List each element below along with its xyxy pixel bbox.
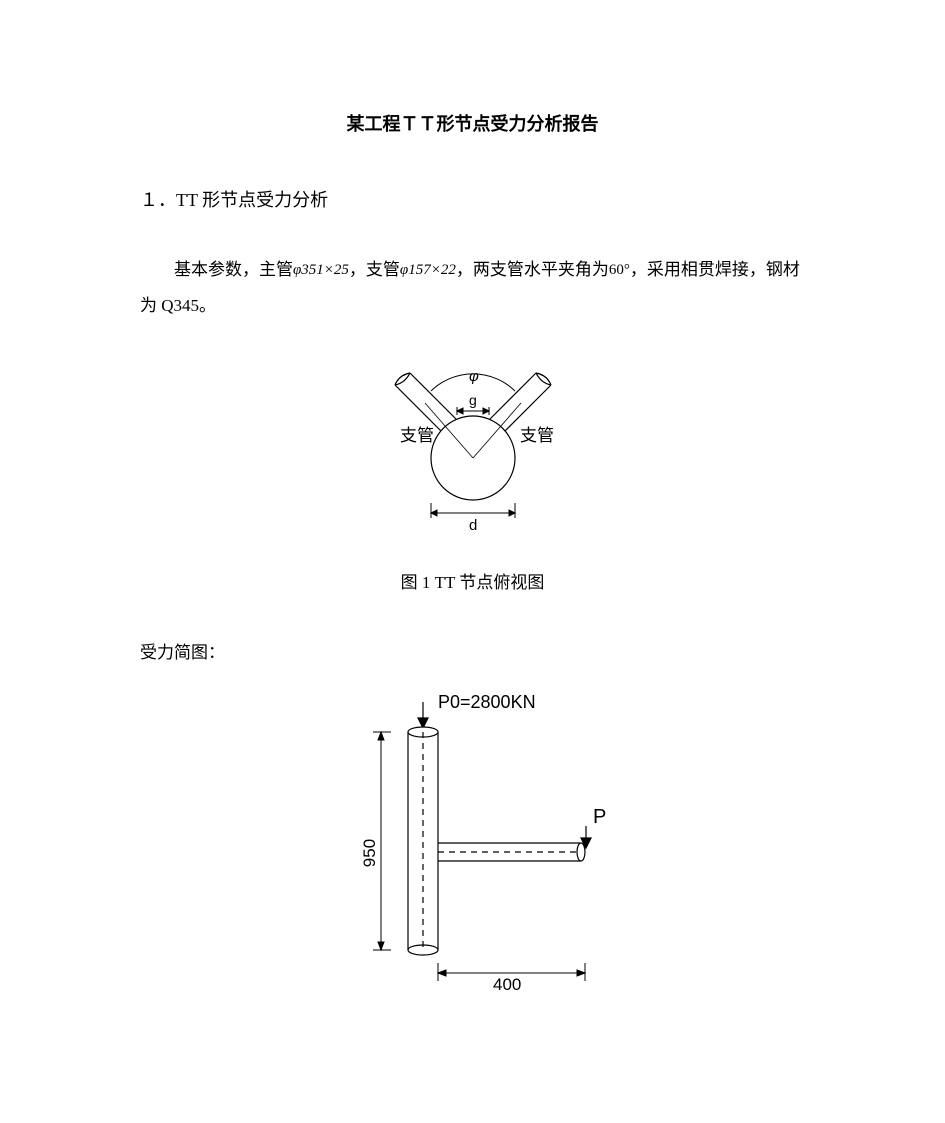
- branch-pipe-spec: φ157×22: [400, 262, 456, 278]
- p0-arrow: [418, 702, 428, 728]
- main-pipe: [408, 727, 438, 955]
- diameter-dimension: [431, 503, 515, 518]
- para-prefix: 基本参数，主管: [174, 260, 293, 279]
- para-mid2: ，两支管水平夹角为: [456, 260, 609, 279]
- figure-1: g φ d 支管 支管: [90, 363, 855, 538]
- branch-pipe: [438, 843, 585, 861]
- load-label: P0=2800KN: [438, 692, 536, 712]
- main-pipe-spec: φ351×25: [293, 262, 349, 278]
- para-mid1: ，支管: [349, 260, 400, 279]
- p-label: P: [593, 806, 606, 828]
- tt-joint-top-view-diagram: g φ d 支管 支管: [323, 363, 623, 538]
- parameters-paragraph: 基本参数，主管φ351×25，支管φ157×22，两支管水平夹角为60°，采用相…: [140, 252, 835, 323]
- branch-angle: 60°: [609, 262, 630, 278]
- gap-dimension: [457, 407, 489, 415]
- para-mid3: ，采用相贯焊接，钢材: [630, 260, 800, 279]
- phi-label: φ: [469, 368, 479, 385]
- section-1-heading: １．TT 形节点受力分析: [140, 186, 855, 212]
- figure-1-caption: 图 1 TT 节点俯视图: [90, 568, 855, 593]
- page-title: 某工程ＴＴ形节点受力分析报告: [90, 110, 855, 136]
- right-branch: [490, 373, 551, 431]
- figure-2: P0=2800KN P: [90, 688, 855, 998]
- para-line2: 为 Q345。: [140, 296, 216, 315]
- left-branch: [395, 373, 456, 431]
- right-branch-label: 支管: [520, 426, 554, 445]
- force-diagram-heading: 受力简图：: [140, 638, 855, 663]
- force-diagram: P0=2800KN P: [293, 688, 653, 998]
- gap-label: g: [469, 392, 477, 408]
- dim-horizontal-value: 400: [493, 975, 521, 994]
- diameter-label: d: [469, 517, 477, 534]
- left-branch-label: 支管: [400, 426, 434, 445]
- dim-vertical-value: 950: [360, 839, 379, 867]
